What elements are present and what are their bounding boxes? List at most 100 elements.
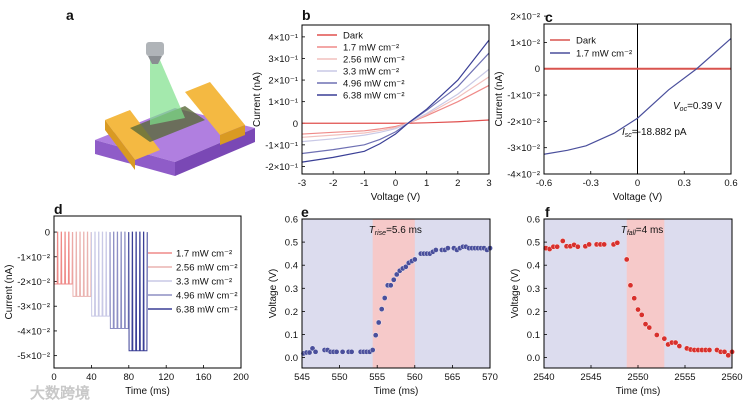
data-point	[339, 349, 346, 355]
x-tick-label: 555	[369, 372, 385, 383]
x-tick-label: 2545	[580, 372, 601, 383]
data-point	[312, 349, 319, 355]
legend-entry: 2.56 mW cm⁻²	[176, 263, 238, 274]
y-tick-label: -1×10⁻¹	[265, 140, 298, 151]
x-tick-label: 550	[332, 372, 348, 383]
data-point	[378, 306, 385, 312]
y-tick-label: -4×10⁻²	[507, 170, 540, 181]
plot-frame	[543, 23, 732, 175]
data-point	[642, 321, 649, 327]
data-point	[390, 276, 397, 283]
plot-frame	[301, 24, 490, 175]
data-point	[623, 256, 630, 263]
pulse-series-0	[53, 231, 73, 285]
x-tick-label: 120	[158, 372, 174, 383]
substrate-side	[175, 128, 255, 176]
x-axis-label: Time (ms)	[125, 386, 170, 397]
data-point	[393, 271, 400, 278]
chart-b: -3 -2 -1 0 1 2 3 -2×10⁻¹ -1×10⁻¹ 0 1×10⁻¹ 2×10⁻¹ 3×1…	[252, 24, 492, 203]
data-point	[661, 335, 668, 342]
x-tick-label: 2540	[533, 372, 554, 383]
x-tick-label: 3	[486, 178, 491, 189]
data-point	[631, 295, 638, 302]
data-point	[601, 241, 607, 248]
data-point	[627, 282, 634, 289]
series-line-4	[301, 52, 490, 155]
x-tick-label: 2550	[627, 372, 648, 383]
series-line-1	[543, 38, 732, 155]
legend-entry: 1.7 mW cm⁻²	[576, 49, 632, 60]
y-axis-label: Current (nA)	[4, 264, 15, 319]
y-tick-label: 0.6	[285, 215, 298, 226]
y-tick-label: 1×10⁻¹	[268, 97, 298, 108]
x-tick-label: 160	[196, 372, 212, 383]
data-point	[402, 264, 409, 270]
y-tick-label: 0.4	[527, 261, 540, 272]
x-tick-label: 1	[424, 178, 429, 189]
y-axis-label: Current (nA)	[252, 72, 263, 127]
pulse-series-3	[109, 231, 130, 329]
y-tick-label: 0.3	[527, 284, 540, 295]
pulse-series-1	[72, 231, 92, 297]
legend-entry: 4.96 mW cm⁻²	[343, 79, 405, 90]
objective-lens-icon	[146, 42, 164, 56]
y-tick-label: 0.1	[527, 330, 540, 341]
x-tick-label: 2555	[674, 372, 695, 383]
legend-entry: Dark	[343, 31, 363, 42]
y-tick-label: 0.2	[527, 307, 540, 318]
nanoflake	[130, 106, 205, 142]
legend-entry: 4.96 mW cm⁻²	[176, 291, 238, 302]
y-tick-label: 0.0	[527, 353, 540, 364]
x-tick-label: 2560	[721, 372, 742, 383]
y-axis-label: Current (nA)	[494, 71, 505, 126]
data-point	[575, 243, 581, 250]
response-time-shade	[372, 219, 415, 368]
x-tick-label: 80	[124, 372, 135, 383]
legend-entry: 1.7 mW cm⁻²	[343, 43, 399, 54]
legend-entry: 3.3 mW cm⁻²	[176, 277, 232, 288]
annotation-voc: Voc=0.39 V	[673, 101, 722, 113]
x-tick-label: 2	[455, 178, 460, 189]
x-tick-label: 0.3	[678, 178, 691, 189]
plot-frame	[53, 215, 242, 369]
y-tick-label: 0.3	[285, 284, 298, 295]
data-point	[369, 347, 376, 353]
y-tick-label: 0.1	[285, 330, 298, 341]
y-tick-label: 1×10⁻²	[510, 38, 540, 49]
watermark: 大数跨境	[30, 384, 90, 402]
y-tick-label: 3×10⁻¹	[268, 54, 298, 65]
data-point	[646, 324, 653, 331]
chart-c: -0.6 -0.3 0 0.3 0.6 -4×10⁻² -3×10⁻² -2×10⁻² -1×1…	[494, 12, 738, 203]
y-tick-label: 4×10⁻¹	[268, 32, 298, 43]
data-point	[676, 343, 683, 349]
series-line-3	[301, 68, 490, 143]
legend-entry: Dark	[576, 36, 596, 47]
data-point	[372, 332, 379, 338]
x-tick-label: -1	[360, 178, 368, 189]
x-tick-label: -3	[298, 178, 306, 189]
y-tick-label: 0.2	[285, 307, 298, 318]
plot-frame	[301, 218, 491, 369]
data-point	[721, 349, 728, 355]
panel-label-b: b	[302, 7, 311, 23]
pulse-series-4	[128, 231, 148, 352]
y-tick-label: -4×10⁻²	[17, 326, 50, 337]
x-axis-label: Voltage (V)	[613, 192, 662, 203]
x-tick-label: 0	[393, 178, 398, 189]
series-line-2	[301, 76, 490, 138]
data-point	[306, 349, 313, 356]
data-point	[586, 241, 592, 248]
x-tick-label: 40	[86, 372, 97, 383]
y-tick-label: 0	[535, 64, 540, 75]
series-line-0	[302, 119, 490, 124]
panel-label-a: a	[66, 7, 74, 23]
y-tick-label: -3×10⁻²	[507, 143, 540, 154]
chart-f: 2540 2545 2550 2555 2560 0.0 0.1 0.2 0.3 0.4 0.5 0.…	[510, 215, 743, 398]
data-point	[706, 347, 713, 353]
y-tick-label: 0.5	[285, 238, 298, 249]
data-point	[445, 245, 451, 251]
panel-label-c: c	[545, 9, 553, 25]
annotation-isc: Isc=-18.882 pA	[622, 127, 687, 139]
legend-entry: 6.38 mW cm⁻²	[176, 305, 238, 316]
